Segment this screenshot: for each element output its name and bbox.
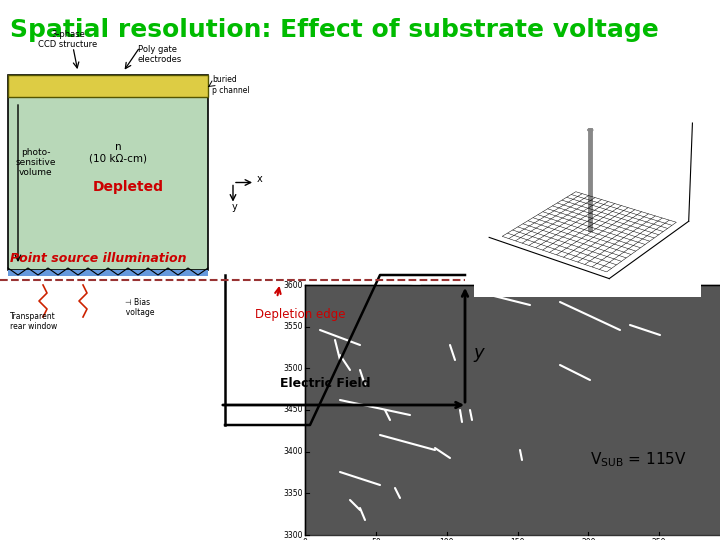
Bar [8, 75, 208, 97]
Text: Electric Field: Electric Field [280, 377, 370, 390]
Text: n
(10 kΩ-cm): n (10 kΩ-cm) [89, 141, 147, 163]
Text: 50: 50 [371, 538, 381, 540]
Text: 3600: 3600 [284, 280, 303, 289]
Text: V$_{\mathrm{SUB}}$ = 115V: V$_{\mathrm{SUB}}$ = 115V [590, 450, 687, 469]
Text: x: x [257, 173, 263, 184]
Text: 3500: 3500 [284, 364, 303, 373]
Text: 3450: 3450 [284, 406, 303, 415]
Text: 200: 200 [581, 538, 595, 540]
Text: 3550: 3550 [284, 322, 303, 331]
Text: 3-phase
CCD structure: 3-phase CCD structure [38, 30, 98, 49]
Text: Depleted: Depleted [92, 180, 163, 194]
Bar [8, 270, 208, 276]
Text: y: y [232, 202, 238, 213]
Text: 150: 150 [510, 538, 525, 540]
Text: 100: 100 [439, 538, 454, 540]
Text: 3300: 3300 [284, 530, 303, 539]
Bar [305, 285, 720, 535]
Text: 3400: 3400 [284, 447, 303, 456]
Text: Spatial resolution: Effect of substrate voltage: Spatial resolution: Effect of substrate … [10, 18, 659, 42]
Text: 3350: 3350 [284, 489, 303, 498]
Text: ⊣ Bias
  voltage: ⊣ Bias voltage [121, 298, 155, 318]
Text: Transparent
rear window: Transparent rear window [10, 312, 58, 332]
Text: photo-
sensitive
volume: photo- sensitive volume [16, 147, 56, 178]
Text: Depletion edge: Depletion edge [255, 308, 346, 321]
Text: y: y [473, 343, 484, 361]
Text: 250: 250 [652, 538, 667, 540]
Bar [8, 75, 208, 270]
Text: 0: 0 [302, 538, 307, 540]
Text: Poly gate
electrodes: Poly gate electrodes [138, 45, 182, 64]
Text: Point source illumination: Point source illumination [10, 252, 186, 265]
Text: buried
p channel: buried p channel [212, 75, 250, 94]
